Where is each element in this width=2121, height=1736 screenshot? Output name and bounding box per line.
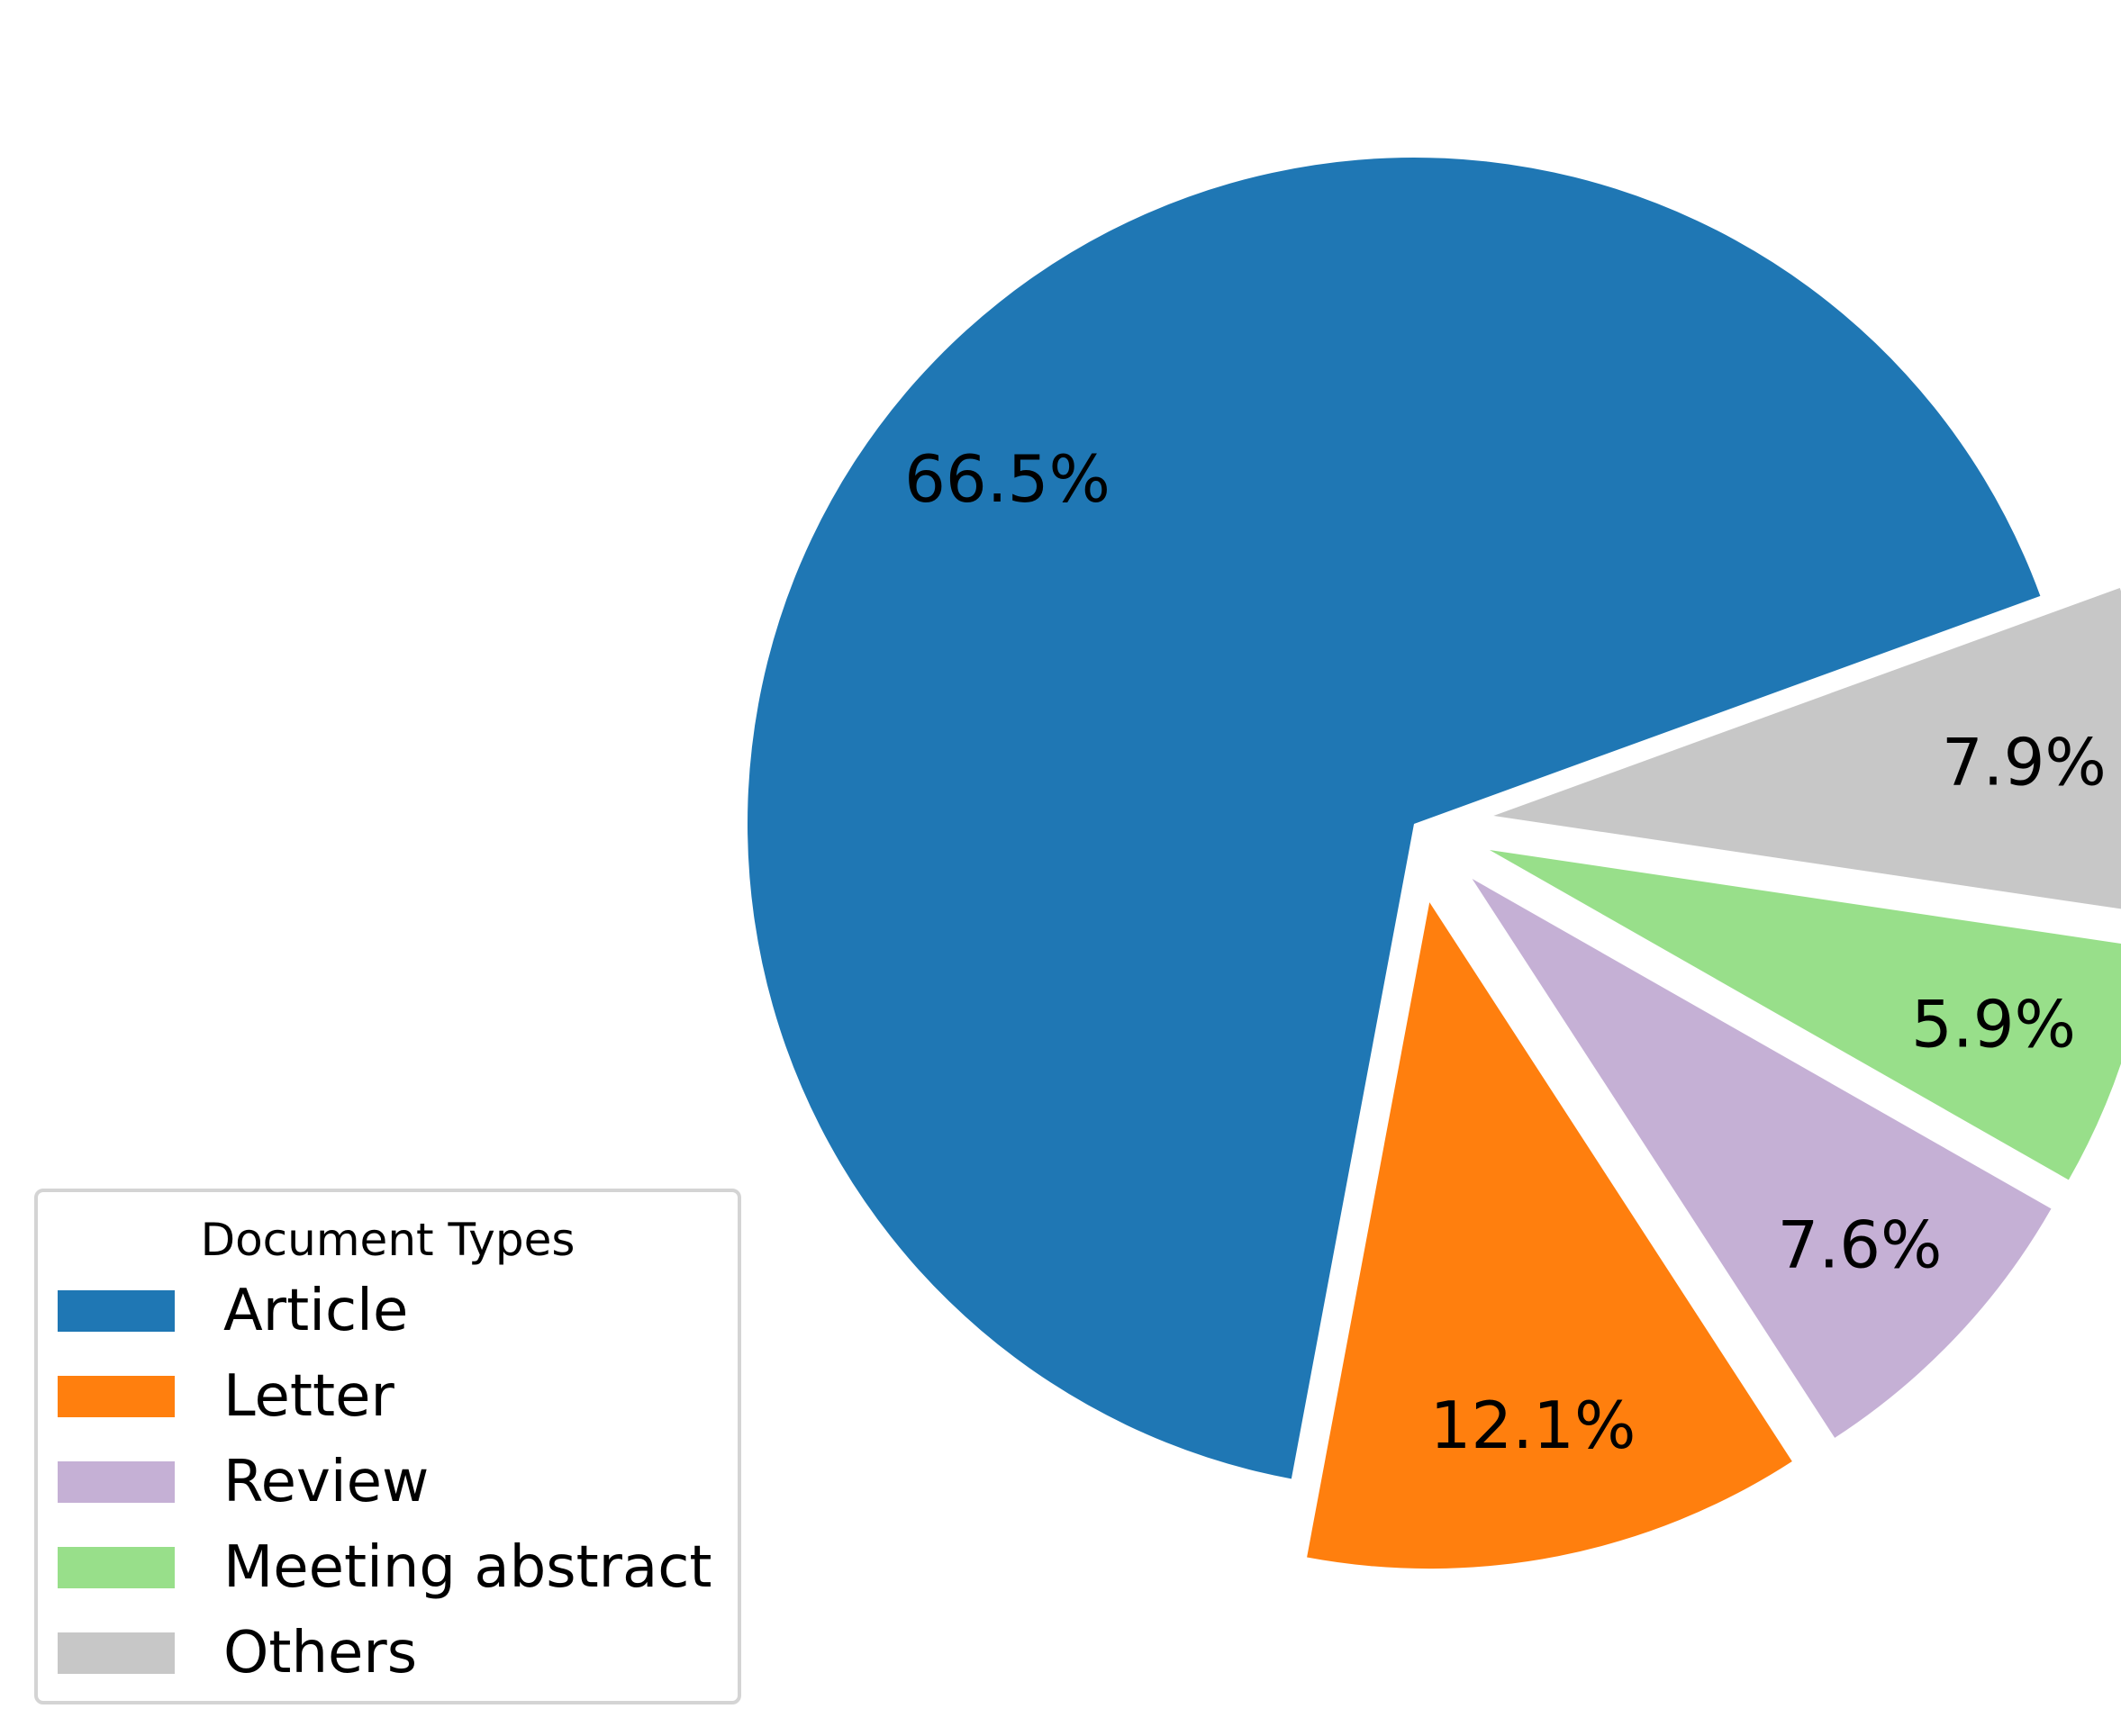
legend-title: Document Types [200,1214,576,1266]
legend-item-review: Review [58,1449,430,1515]
legend-swatch-article [58,1290,175,1332]
legend-label-others: Others [223,1620,418,1686]
pie-slices [747,157,2121,1569]
legend-item-others: Others [58,1620,418,1686]
legend-item-article: Article [58,1278,409,1344]
legend-swatch-letter [58,1376,175,1417]
legend-swatch-meeting-abstract [58,1547,175,1588]
legend-label-letter: Letter [223,1363,394,1430]
legend-item-letter: Letter [58,1363,394,1430]
legend-label-article: Article [223,1278,409,1344]
legend-label-review: Review [223,1449,430,1515]
pie-slice-letter [1307,902,1792,1569]
pie-slice-article [747,157,2041,1479]
slice-label-others: 7.9% [1942,724,2107,800]
legend-item-meeting-abstract: Meeting abstract [58,1534,712,1601]
legend-swatch-review [58,1461,175,1503]
slice-label-review: 7.6% [1778,1207,1943,1282]
pie-slice-labels: 66.5% 12.1% 7.6% 5.9% 7.9% [904,441,2107,1463]
legend-swatch-others [58,1632,175,1674]
slice-label-meeting-abstract: 5.9% [1911,986,2076,1062]
pie-slice-others [1493,587,2121,909]
slice-label-article: 66.5% [904,441,1110,517]
legend: Document Types Article Letter Review Meetin… [34,1189,741,1704]
legend-label-meeting-abstract: Meeting abstract [223,1534,712,1601]
pie-slice-meeting-abstract [1489,849,2121,1180]
pie-slice-review [1472,878,2052,1438]
slice-label-letter: 12.1% [1430,1388,1636,1463]
